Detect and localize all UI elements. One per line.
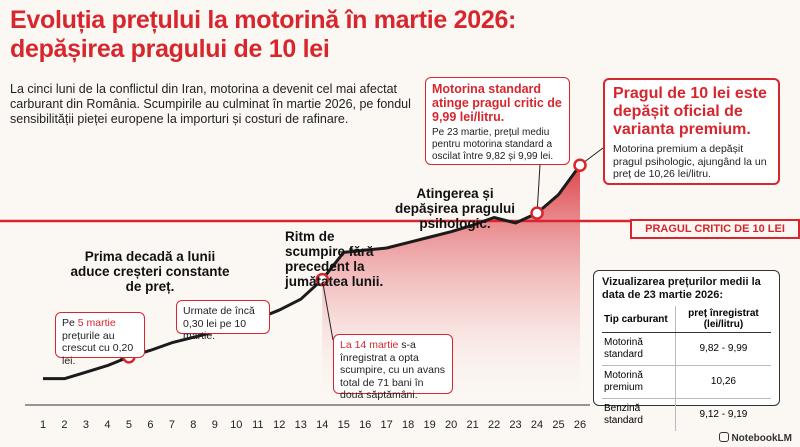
note-day-5-text: prețurile au crescut cu 0,20 lei. — [62, 329, 134, 367]
brand-name: NotebookLM — [731, 433, 792, 444]
note-day-26-body: Motorina premium a depășit pragul psihol… — [613, 143, 767, 180]
data-point-day-14 — [315, 272, 329, 287]
table-header-price: preț înregistrat (lei/litru) — [674, 306, 771, 333]
x-tick-label: 11 — [252, 419, 263, 431]
x-tick-label: 12 — [273, 419, 285, 431]
note-day-10-text: Urmate de încă 0,30 lei pe 10 martie. — [183, 305, 255, 342]
title-line-2: depășirea pragului de 10 lei — [10, 35, 330, 63]
table-cell-fuel: Motorină standard — [602, 332, 676, 366]
table-header-fuel: Tip carburant — [602, 306, 676, 333]
note-day-5-date: 5 martie — [77, 317, 116, 329]
table-cell-price: 9,12 - 9,19 — [674, 398, 771, 431]
x-tick-label: 5 — [126, 419, 132, 431]
table-row: Motorină premium 10,26 — [602, 365, 771, 399]
note-day-14-date: La 14 martie — [340, 339, 399, 351]
x-tick-label: 13 — [295, 419, 307, 431]
price-table-panel: Vizualizarea prețurilor medii la data de… — [593, 270, 780, 431]
annotation-threshold: Atingerea și depășirea pragului psiholog… — [394, 186, 516, 231]
price-table: Tip carburant preț înregistrat (lei/litr… — [602, 306, 771, 431]
table-header-row: Tip carburant preț înregistrat (lei/litr… — [602, 306, 771, 333]
threshold-label: PRAGUL CRITIC DE 10 LEI — [630, 219, 800, 239]
note-day-10: Urmate de încă 0,30 lei pe 10 martie. — [176, 300, 270, 342]
x-tick-label: 26 — [574, 419, 586, 431]
x-tick-label: 4 — [104, 419, 110, 431]
table-cell-price: 9,82 - 9,99 — [674, 332, 771, 366]
note-day-14: La 14 martie s-a înregistrat a opta scum… — [333, 334, 453, 401]
page-title: Evoluția prețului la motorină în martie … — [10, 6, 650, 64]
data-point-day-26 — [573, 158, 587, 172]
x-tick-label: 14 — [316, 419, 328, 431]
note-day-24-body: Pe 23 martie, prețul mediu pentru motori… — [432, 127, 554, 162]
x-tick-label: 7 — [169, 419, 175, 431]
x-tick-label: 24 — [531, 419, 543, 431]
annotation-mid-month: Ritm de scumpire fără precedent la jumăt… — [285, 229, 384, 289]
x-tick-label: 3 — [83, 419, 89, 431]
x-tick-label: 21 — [466, 419, 478, 431]
connector-day-24 — [536, 164, 541, 214]
x-tick-label: 20 — [445, 419, 457, 431]
x-tick-label: 6 — [147, 419, 153, 431]
annotation-first-decade: Prima decadă a lunii aduce creșteri cons… — [70, 249, 230, 294]
table-cell-fuel: Benzină standard — [602, 398, 676, 431]
x-tick-label: 1 — [40, 419, 46, 431]
intro-text: La cinci luni de la conflictul din Iran,… — [10, 82, 411, 126]
x-tick-label: 2 — [61, 419, 67, 431]
x-tick-label: 16 — [359, 419, 371, 431]
table-row: Benzină standard 9,12 - 9,19 — [602, 398, 771, 431]
table-cell-fuel: Motorină premium — [602, 365, 676, 399]
note-day-5: Pe 5 martie prețurile au crescut cu 0,20… — [55, 312, 145, 367]
x-tick-label: 19 — [424, 419, 436, 431]
notebook-icon — [719, 432, 730, 442]
table-row: Motorină standard 9,82 - 9,99 — [602, 332, 771, 366]
x-tick-label: 18 — [402, 419, 414, 431]
data-point-day-24 — [530, 206, 544, 220]
note-day-14-text: s-a înregistrat a opta scumpire, cu un a… — [340, 339, 446, 401]
x-tick-label: 10 — [230, 419, 242, 431]
brand-watermark: NotebookLM — [719, 432, 792, 444]
x-tick-label: 9 — [212, 419, 218, 431]
x-tick-label: 22 — [488, 419, 500, 431]
title-line-1: Evoluția prețului la motorină în martie … — [10, 6, 517, 34]
x-tick-label: 17 — [381, 419, 393, 431]
x-tick-label: 8 — [190, 419, 196, 431]
connector-day-14 — [321, 279, 334, 341]
price-table-title: Vizualizarea prețurilor medii la data de… — [602, 276, 761, 301]
note-day-5-pre: Pe — [62, 317, 78, 329]
x-tick-label: 25 — [552, 419, 564, 431]
x-tick-label: 23 — [509, 419, 521, 431]
note-day-24-heading: Motorina standard atinge pragul critic d… — [432, 82, 562, 124]
note-day-26-heading: Pragul de 10 lei este depășit oficial de… — [613, 85, 767, 138]
table-cell-price: 10,26 — [674, 365, 771, 399]
note-day-24: Motorina standard atinge pragul critic d… — [425, 77, 570, 165]
note-day-26: Pragul de 10 lei este depășit oficial de… — [603, 78, 780, 185]
x-tick-label: 15 — [338, 419, 350, 431]
